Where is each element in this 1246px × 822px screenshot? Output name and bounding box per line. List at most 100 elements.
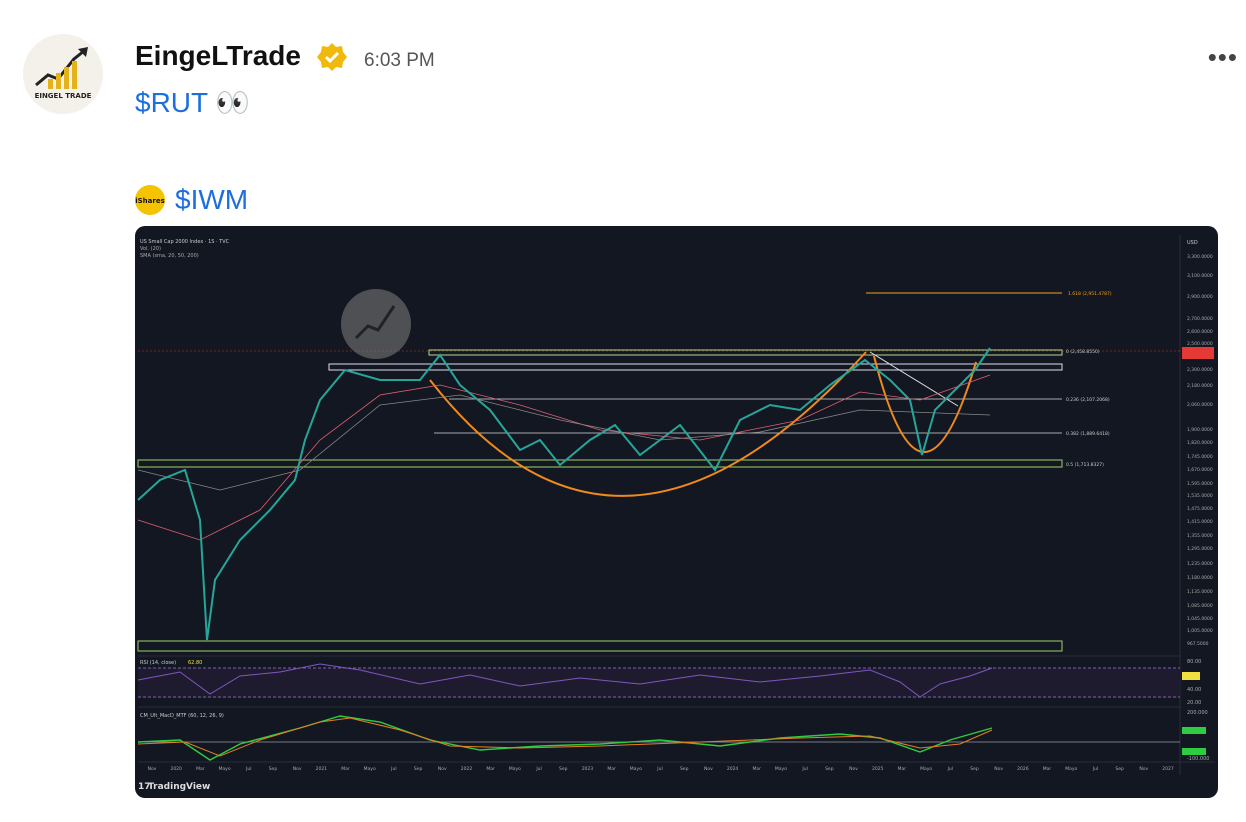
rsi-axis: 40.00 bbox=[1187, 687, 1201, 693]
x-label: Mayo bbox=[364, 766, 376, 772]
x-label: Nov bbox=[1139, 766, 1148, 772]
price-label: 2,700.0000 bbox=[1187, 316, 1213, 322]
svg-text:17: 17 bbox=[138, 782, 151, 792]
chart-header: SMA (sma, 20, 50, 200) bbox=[140, 253, 199, 259]
x-label: Nov bbox=[849, 766, 858, 772]
x-label: Mayo bbox=[920, 766, 932, 772]
rsi-axis: 20.00 bbox=[1187, 700, 1201, 706]
x-label: Sep bbox=[414, 766, 423, 772]
price-label: 3,300.0000 bbox=[1187, 254, 1213, 260]
avatar-text: EINGEL TRADE bbox=[35, 92, 92, 100]
price-label: 1,045.0000 bbox=[1187, 616, 1213, 622]
tag-icon-text: iShares bbox=[135, 197, 165, 205]
x-label: 2026 bbox=[1017, 766, 1029, 772]
x-label: Jul bbox=[1092, 766, 1098, 772]
currency: USD bbox=[1187, 240, 1198, 246]
price-label: 1,415.0000 bbox=[1187, 519, 1213, 525]
x-label: Sep bbox=[970, 766, 979, 772]
x-label: Nov bbox=[994, 766, 1003, 772]
x-label: Sep bbox=[680, 766, 689, 772]
x-label: Mayo bbox=[509, 766, 521, 772]
price-label: 1,295.0000 bbox=[1187, 546, 1213, 552]
x-label: Mar bbox=[341, 766, 350, 772]
price-label: 1,535.0000 bbox=[1187, 493, 1213, 499]
price-label: 2,180.0000 bbox=[1187, 383, 1213, 389]
x-label: 2023 bbox=[582, 766, 594, 772]
x-label: Mar bbox=[898, 766, 907, 772]
brand: TradingView bbox=[148, 782, 210, 792]
verified-badge bbox=[317, 43, 347, 71]
x-label: Nov bbox=[438, 766, 447, 772]
x-label: Jul bbox=[535, 766, 541, 772]
x-label: Mar bbox=[486, 766, 495, 772]
x-label: Nov bbox=[148, 766, 157, 772]
macd-label: CM_Ult_MacD_MTF (60, 12, 26, 9) bbox=[140, 713, 224, 719]
x-label: Jul bbox=[947, 766, 953, 772]
x-label: Jul bbox=[801, 766, 807, 772]
fib-label: 1.618 (2,951.4787) bbox=[1068, 291, 1112, 297]
price-label: 1,745.0000 bbox=[1187, 454, 1213, 460]
tag-icon: iShares bbox=[135, 185, 165, 215]
chart-header: Vol. (20) bbox=[140, 246, 161, 252]
x-label: Mayo bbox=[775, 766, 787, 772]
price-label: 1,475.0000 bbox=[1187, 506, 1213, 512]
price-label: 1,005.0000 bbox=[1187, 628, 1213, 634]
price-label: 1,900.0000 bbox=[1187, 427, 1213, 433]
price-label: 2,900.0000 bbox=[1187, 294, 1213, 300]
fib-label: 0.236 (2,107.2068) bbox=[1066, 397, 1110, 403]
x-label: Sep bbox=[269, 766, 278, 772]
x-label: Mayo bbox=[219, 766, 231, 772]
x-label: 2025 bbox=[872, 766, 884, 772]
author[interactable]: EingeLTrade bbox=[135, 40, 301, 71]
timestamp: 6:03 PM bbox=[364, 50, 435, 71]
x-label: Mar bbox=[196, 766, 205, 772]
macd-axis: -100.000 bbox=[1187, 756, 1209, 762]
price-label: 1,180.0000 bbox=[1187, 575, 1213, 581]
more-button[interactable]: ••• bbox=[1207, 42, 1238, 72]
x-label: Sep bbox=[559, 766, 568, 772]
x-label: Mar bbox=[1043, 766, 1052, 772]
rsi-axis: 80.00 bbox=[1187, 659, 1201, 665]
x-label: 2024 bbox=[727, 766, 739, 772]
x-label: 2027 bbox=[1162, 766, 1174, 772]
macd-axis: 200.000 bbox=[1187, 710, 1208, 716]
x-label: Sep bbox=[825, 766, 834, 772]
price-label: 967.5000 bbox=[1187, 641, 1209, 647]
price-label: 1,085.0000 bbox=[1187, 603, 1213, 609]
rsi-label: RSI (14, close) bbox=[140, 660, 176, 666]
x-label: Jul bbox=[656, 766, 662, 772]
x-label: Nov bbox=[704, 766, 713, 772]
tag-link[interactable]: $IWM bbox=[175, 184, 249, 215]
x-label: 2022 bbox=[461, 766, 473, 772]
x-label: Mayo bbox=[630, 766, 642, 772]
price-label: 1,135.0000 bbox=[1187, 589, 1213, 595]
price-label: 3,100.0000 bbox=[1187, 273, 1213, 279]
x-label: Jul bbox=[390, 766, 396, 772]
x-label: 2020 bbox=[170, 766, 182, 772]
x-label: Mar bbox=[753, 766, 762, 772]
chart-header: US Small Cap 2000 Index · 1S · TVC bbox=[140, 239, 230, 245]
price-label: 2,060.0000 bbox=[1187, 402, 1213, 408]
rsi-value: 62.80 bbox=[188, 660, 202, 666]
post-text[interactable]: $RUT 👀 bbox=[135, 87, 251, 118]
price-label: 1,355.0000 bbox=[1187, 533, 1213, 539]
price-label: 1,235.0000 bbox=[1187, 561, 1213, 567]
x-label: Sep bbox=[1115, 766, 1124, 772]
price-label: 1,595.0000 bbox=[1187, 481, 1213, 487]
fib-label: 0.5 (1,713.8327) bbox=[1066, 462, 1104, 468]
price-label: 2,300.0000 bbox=[1187, 367, 1213, 373]
x-label: 2021 bbox=[316, 766, 328, 772]
price-label: 2,600.0000 bbox=[1187, 329, 1213, 335]
avatar[interactable]: EINGEL TRADE bbox=[22, 33, 104, 115]
x-label: Nov bbox=[293, 766, 302, 772]
x-label: Jul bbox=[245, 766, 251, 772]
price-label: 1,670.0000 bbox=[1187, 467, 1213, 473]
fib-label: 0.382 (1,889.6418) bbox=[1066, 431, 1110, 437]
x-label: Mar bbox=[607, 766, 616, 772]
price-label: 1,820.0000 bbox=[1187, 440, 1213, 446]
fib-label: 0 (2,458.8550) bbox=[1066, 349, 1100, 355]
x-label: Mayo bbox=[1065, 766, 1077, 772]
price-label: 2,500.0000 bbox=[1187, 341, 1213, 347]
